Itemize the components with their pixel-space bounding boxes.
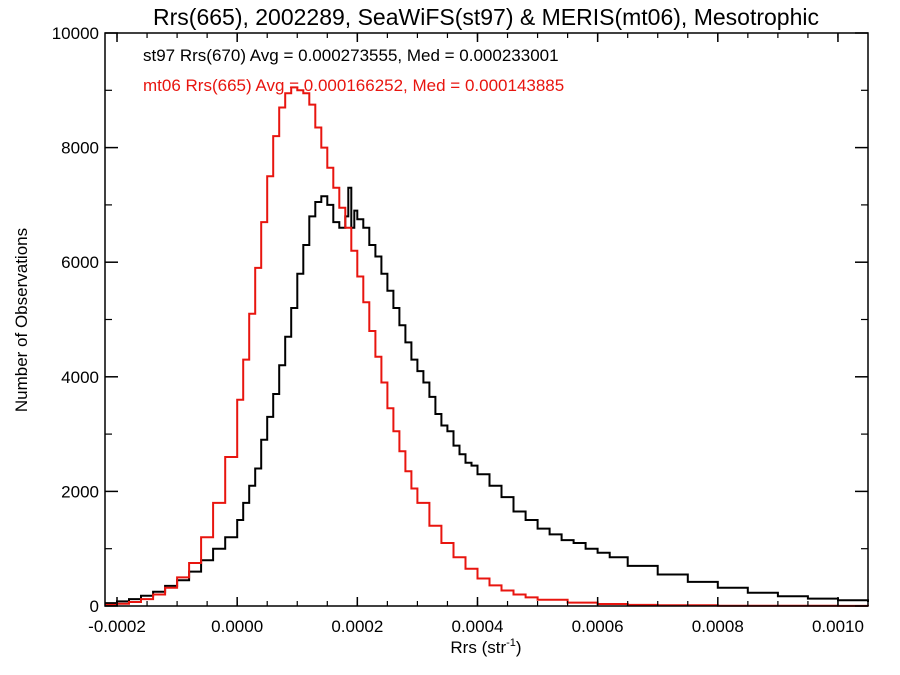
- x-axis-label: Rrs (str-1): [450, 637, 521, 657]
- y-tick-label: 8000: [61, 139, 99, 158]
- x-tick-label: -0.0002: [88, 617, 146, 636]
- x-axis-ticks: -0.0002 0.0000 0.0002 0.0004 0.0006 0.0008 0.0…: [88, 33, 864, 636]
- x-tick-label: 0.0000: [211, 617, 263, 636]
- x-tick-label: 0.0002: [331, 617, 383, 636]
- x-tick-label: 0.0006: [572, 617, 624, 636]
- y-tick-label: 4000: [61, 368, 99, 387]
- annotation-text-0: st97 Rrs(670) Avg = 0.000273555, Med = 0…: [143, 46, 559, 65]
- annotations: st97 Rrs(670) Avg = 0.000273555, Med = 0…: [143, 46, 564, 95]
- y-tick-label: 6000: [61, 253, 99, 272]
- series-line-0: [105, 186, 869, 605]
- series-layer: [105, 86, 869, 607]
- x-tick-label: 0.0004: [451, 617, 503, 636]
- x-tick-label: 0.0010: [812, 617, 864, 636]
- y-axis-label: Number of Observations: [12, 228, 31, 412]
- annotation-text-1: mt06 Rrs(665) Avg = 0.000166252, Med = 0…: [143, 76, 564, 95]
- y-axis-ticks: 0 2000 4000 6000 8000 10000: [52, 24, 868, 616]
- chart-title: Rrs(665), 2002289, SeaWiFS(st97) & MERIS…: [153, 4, 819, 30]
- x-tick-label: 0.0008: [692, 617, 744, 636]
- y-tick-label: 10000: [52, 24, 99, 43]
- series-line-1: [105, 86, 869, 607]
- y-tick-label: 2000: [61, 482, 99, 501]
- y-tick-label: 0: [90, 597, 99, 616]
